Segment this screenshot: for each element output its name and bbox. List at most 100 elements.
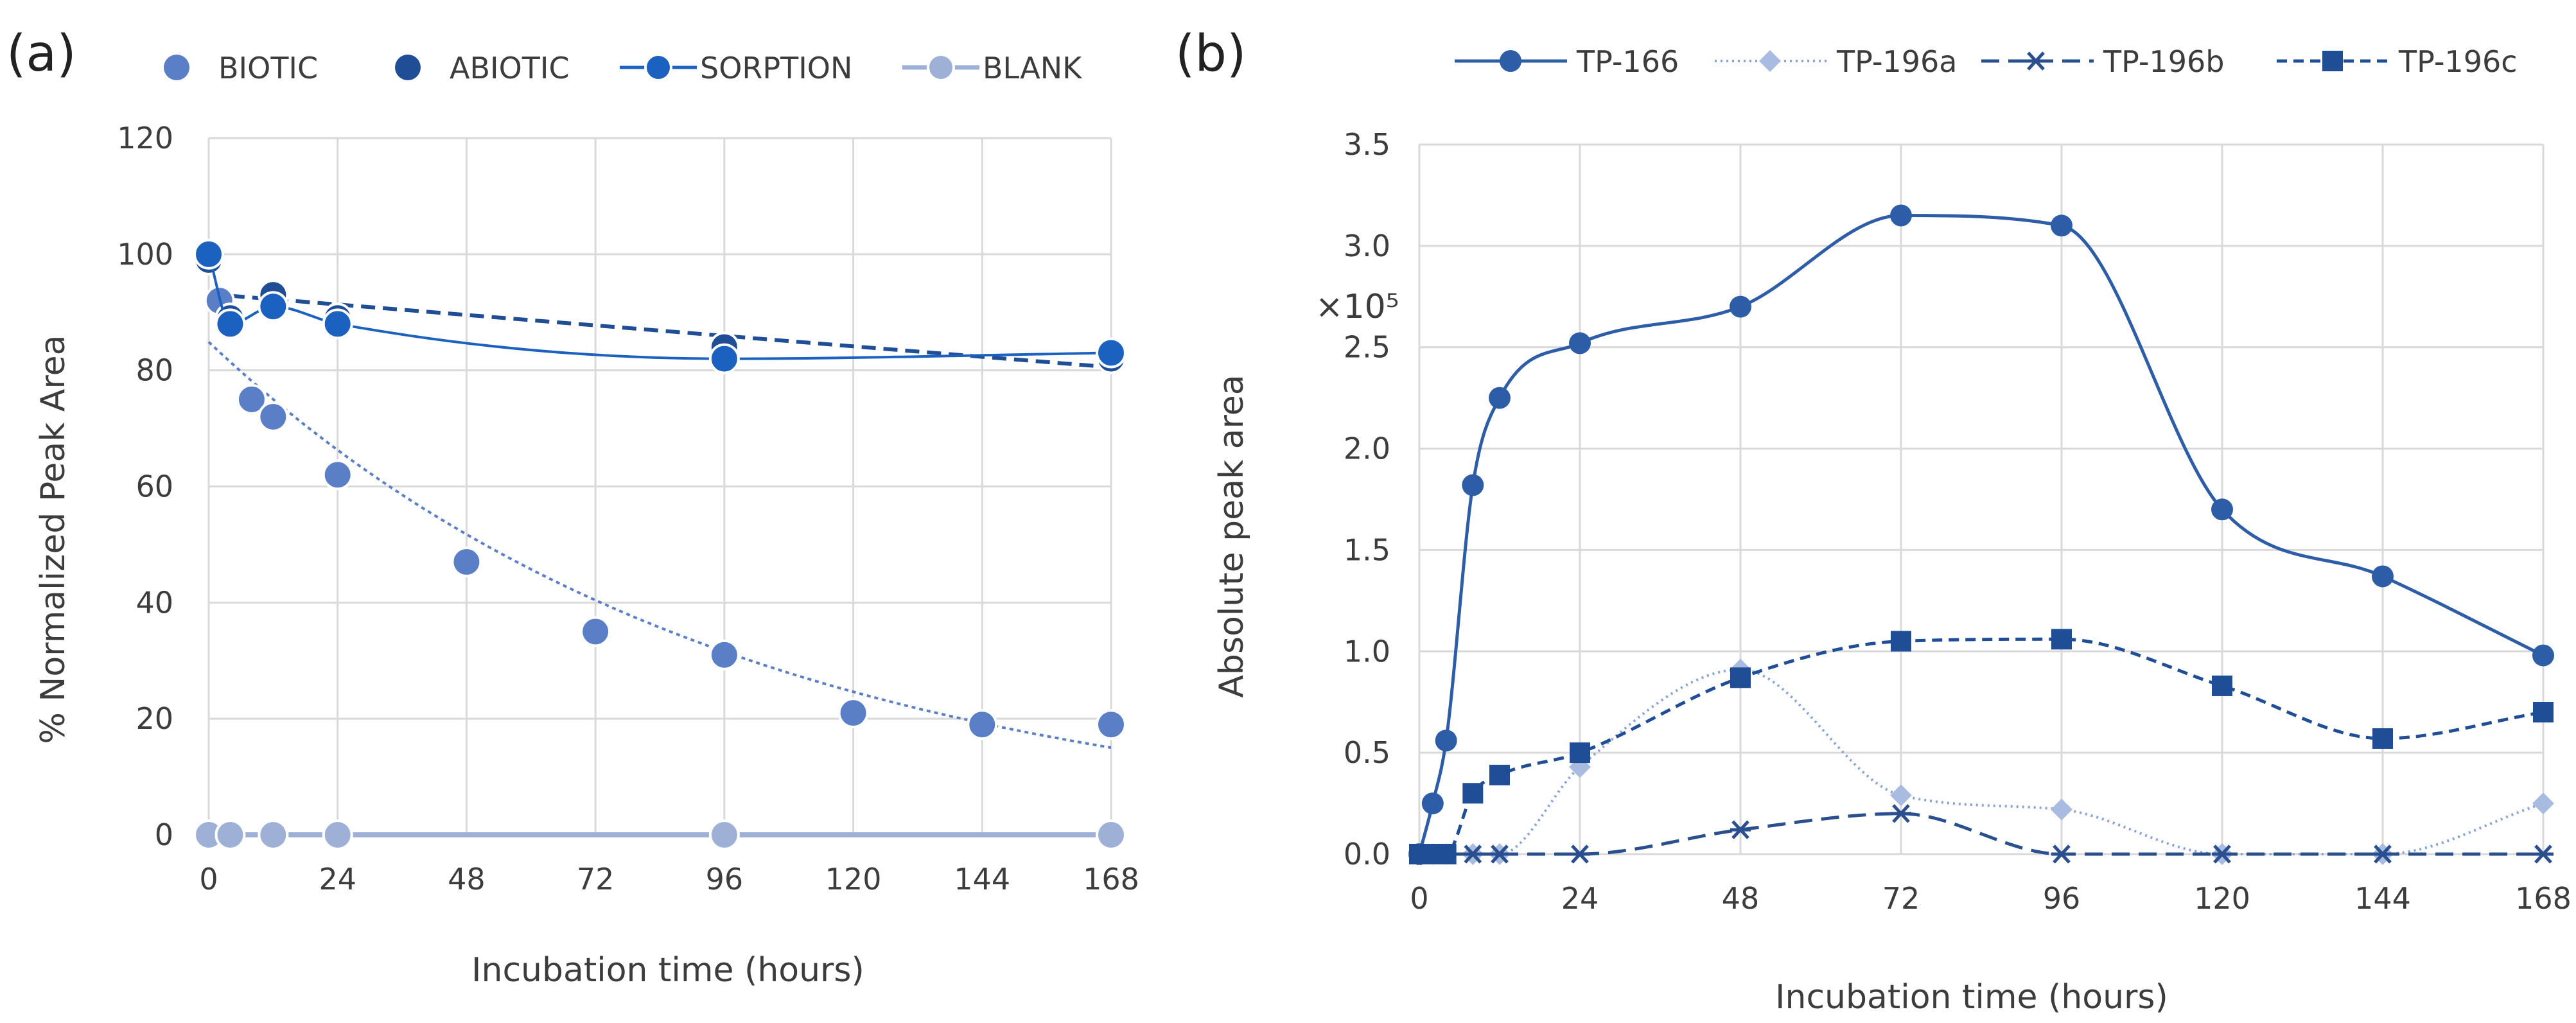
panel-a-y-tick-label: 60 <box>136 469 173 504</box>
data-point-tp-196a[interactable] <box>2532 792 2554 815</box>
data-point-biotic[interactable] <box>258 401 289 432</box>
data-point-biotic[interactable] <box>837 697 869 729</box>
legend-item-tp-166[interactable]: TP-166 <box>1455 44 1679 79</box>
panel-a-y-axis-title: % Normalized Peak Area <box>34 335 73 744</box>
data-point-sorption[interactable] <box>193 238 224 270</box>
data-point-sorption[interactable] <box>708 343 740 374</box>
legend-item-tp-196b[interactable]: TP-196b <box>1981 44 2224 79</box>
data-point-tp-166[interactable] <box>2372 565 2394 588</box>
panel-a-tag: (a) <box>6 25 76 83</box>
data-point-tp-196c[interactable] <box>1462 783 1484 804</box>
legend-label-abiotic: ABIOTIC <box>450 51 570 85</box>
legend-marker-tp-196b <box>2026 51 2046 71</box>
data-point-tp-196c[interactable] <box>1730 667 1751 688</box>
data-point-tp-196c[interactable] <box>1570 742 1590 764</box>
data-point-tp-166[interactable] <box>1462 474 1484 496</box>
data-point-blank[interactable] <box>215 819 246 850</box>
data-point-tp-196c[interactable] <box>1489 764 1510 785</box>
data-point-tp-166[interactable] <box>1730 295 1751 318</box>
data-point-biotic[interactable] <box>580 616 611 647</box>
data-point-tp-196b[interactable] <box>1570 844 1590 864</box>
panel-a-y-tick-labels: 0 20 40 60 80 100 120 <box>117 121 173 852</box>
data-point-tp-196b[interactable] <box>1462 844 1484 864</box>
panel-b-x-tick-label: 72 <box>1882 881 1920 916</box>
panel-a-x-tick-label: 48 <box>448 862 486 896</box>
data-point-blank[interactable] <box>708 819 740 850</box>
data-point-tp-196b[interactable] <box>1730 820 1751 839</box>
panel-a-x-tick-label: 0 <box>199 862 218 896</box>
panel-a-x-tick-label: 144 <box>954 862 1010 896</box>
legend-item-abiotic[interactable]: ABIOTIC <box>395 51 570 85</box>
data-point-sorption[interactable] <box>1096 337 1126 369</box>
legend-item-tp-196a[interactable]: TP-196a <box>1715 44 1957 79</box>
series-line-tp-196c <box>1419 637 2544 856</box>
data-point-tp-196b[interactable] <box>1489 844 1510 864</box>
legend-label-tp-166: TP-166 <box>1576 44 1679 79</box>
panel-a-x-tick-label: 24 <box>319 862 356 896</box>
panel-a-y-tick-label: 20 <box>136 701 173 736</box>
data-point-blank[interactable] <box>1096 819 1126 850</box>
data-point-tp-196b[interactable] <box>2533 844 2554 864</box>
panel-a-x-tick-label: 72 <box>577 862 615 896</box>
panel-a-x-tick-label: 120 <box>825 862 882 896</box>
panel-b-x-tick-label: 48 <box>1722 881 1760 916</box>
data-point-tp-166[interactable] <box>1890 204 1912 227</box>
legend-marker-tp-196a <box>1759 50 1781 72</box>
data-point-sorption[interactable] <box>322 308 353 340</box>
data-point-tp-166[interactable] <box>1435 730 1457 752</box>
data-point-tp-196a[interactable] <box>2051 798 2072 821</box>
data-point-tp-196c[interactable] <box>2051 629 2072 650</box>
data-point-tp-196c[interactable] <box>1891 631 1911 652</box>
data-point-tp-196c[interactable] <box>2212 675 2232 696</box>
panel-a-y-tick-label: 120 <box>117 121 173 155</box>
data-point-biotic[interactable] <box>236 383 267 415</box>
panel-b-y-tick-label: 1.0 <box>1344 634 1390 669</box>
data-point-tp-196c[interactable] <box>1435 844 1457 864</box>
data-point-tp-166[interactable] <box>2211 498 2233 521</box>
panel-b-y-tick-label: 1.5 <box>1344 532 1390 567</box>
panel-b-y-multiplier: ×10⁵ <box>1315 288 1399 326</box>
panel-b-x-tick-label: 24 <box>1561 881 1599 916</box>
data-point-tp-196b[interactable] <box>2051 844 2072 864</box>
data-point-biotic[interactable] <box>322 459 353 491</box>
data-point-biotic[interactable] <box>1096 709 1126 740</box>
panel-b-y-axis-title: Absolute peak area <box>1213 374 1251 697</box>
panel-a-legend: BIOTIC ABIOTIC SORPTION BLANK <box>164 51 1083 85</box>
panel-b-series <box>1408 204 2554 865</box>
legend-label-blank: BLANK <box>983 51 1083 85</box>
legend-item-biotic[interactable]: BIOTIC <box>164 51 318 85</box>
data-point-tp-166[interactable] <box>1421 792 1444 815</box>
data-point-blank[interactable] <box>258 819 289 850</box>
data-point-blank[interactable] <box>322 819 353 850</box>
legend-item-blank[interactable]: BLANK <box>902 51 1083 85</box>
legend-item-tp-196c[interactable]: TP-196c <box>2277 44 2518 79</box>
legend-marker-biotic <box>164 55 189 80</box>
data-point-tp-196a[interactable] <box>1890 784 1912 807</box>
panel-b-x-tick-label: 120 <box>2194 881 2250 916</box>
panel-a-y-tick-label: 0 <box>155 818 173 852</box>
data-point-tp-196b[interactable] <box>1891 804 1911 823</box>
data-point-tp-196b[interactable] <box>2212 844 2232 864</box>
data-point-sorption[interactable] <box>215 308 246 340</box>
panel-b-x-tick-labels: 0 24 48 72 96 120 144 168 <box>1410 881 2572 916</box>
panel-b: (b) TP-166 TP-196a TP-196b <box>1175 25 2572 1017</box>
panel-a-y-tick-label: 40 <box>136 585 173 620</box>
data-point-tp-166[interactable] <box>1569 332 1591 354</box>
data-point-biotic[interactable] <box>451 546 482 578</box>
data-point-biotic[interactable] <box>708 639 740 670</box>
panel-b-y-tick-labels: 0.0 0.5 1.0 1.5 2.0 2.5 3.0 3.5 <box>1344 127 1390 871</box>
data-point-tp-196b[interactable] <box>2372 844 2393 864</box>
data-point-tp-166[interactable] <box>2532 644 2554 667</box>
data-point-tp-166[interactable] <box>1489 387 1511 409</box>
data-point-tp-196c[interactable] <box>2533 702 2554 722</box>
panel-b-tag: (b) <box>1175 25 1246 83</box>
legend-marker-blank <box>927 53 955 82</box>
data-point-tp-196c[interactable] <box>2372 728 2393 749</box>
panel-b-x-tick-label: 144 <box>2354 881 2411 916</box>
panel-b-y-tick-label: 0.0 <box>1344 837 1390 871</box>
data-point-biotic[interactable] <box>967 709 998 740</box>
data-point-tp-166[interactable] <box>2051 214 2072 237</box>
data-point-sorption[interactable] <box>258 291 289 322</box>
panel-b-y-tick-label: 3.5 <box>1344 127 1390 162</box>
legend-item-sorption[interactable]: SORPTION <box>620 51 852 85</box>
